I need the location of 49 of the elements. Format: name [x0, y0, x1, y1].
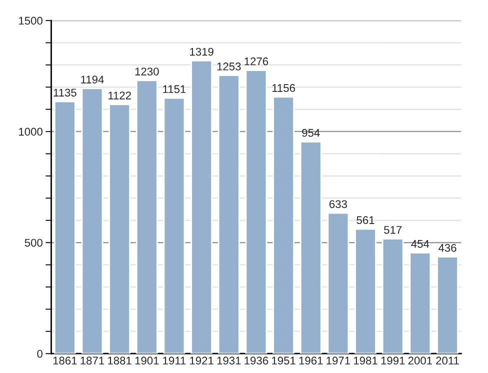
y-tick-label: 500 — [24, 238, 42, 247]
data-label: 561 — [356, 216, 374, 224]
bar — [108, 104, 131, 354]
bar — [136, 80, 158, 354]
x-tick-label: 1911 — [163, 356, 186, 365]
bar — [272, 96, 294, 354]
bar — [190, 60, 212, 354]
x-tick-label: 1936 — [244, 356, 268, 365]
x-tick-label: 1991 — [381, 356, 405, 365]
bar — [436, 256, 458, 354]
y-tick-label: 1500 — [19, 16, 42, 25]
data-label: 1253 — [217, 62, 241, 70]
bar — [163, 97, 186, 354]
bar — [81, 88, 104, 354]
x-tick-label: 1901 — [135, 356, 159, 365]
bar — [354, 228, 376, 354]
x-tick-label: 1981 — [354, 356, 378, 365]
bar — [300, 141, 322, 354]
data-label: 454 — [411, 240, 430, 248]
data-label: 1156 — [272, 84, 295, 92]
data-label: 1151 — [163, 85, 186, 94]
data-label: 1230 — [135, 68, 159, 76]
x-tick-label: 2001 — [408, 356, 432, 365]
data-label: 436 — [438, 244, 456, 252]
bar — [218, 74, 240, 354]
data-label: 517 — [384, 226, 402, 234]
bar — [382, 238, 404, 354]
x-tick-label: 1971 — [326, 356, 350, 365]
data-label: 954 — [302, 128, 320, 137]
data-label: 1276 — [244, 57, 268, 66]
bar — [245, 70, 268, 354]
x-tick-label: 1871 — [80, 356, 104, 365]
x-tick-label: 1861 — [53, 356, 77, 365]
x-tick-label: 2011 — [436, 356, 459, 365]
y-tick-label: 0 — [37, 350, 42, 358]
bar — [409, 252, 432, 354]
data-label: 1135 — [54, 88, 76, 97]
bar — [54, 100, 76, 354]
data-label: 633 — [329, 200, 347, 208]
x-tick-label: 1951 — [272, 356, 296, 365]
x-tick-label: 1931 — [217, 356, 241, 365]
data-label: 1122 — [108, 92, 131, 100]
data-label: 1194 — [81, 76, 104, 84]
bar — [327, 212, 350, 354]
data-label: 1319 — [190, 48, 214, 56]
x-tick-label: 1881 — [108, 356, 132, 365]
y-tick-label: 1000 — [19, 128, 42, 136]
x-tick-label: 1921 — [190, 356, 214, 365]
x-tick-label: 1961 — [299, 356, 323, 365]
